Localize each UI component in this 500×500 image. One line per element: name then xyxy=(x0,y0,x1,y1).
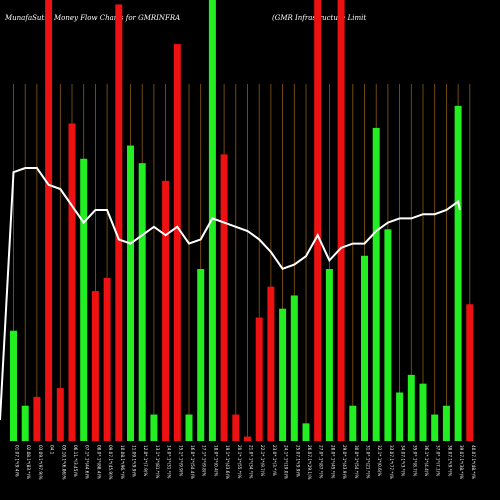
x-tick-label: 01.07.1*(9.4)% xyxy=(15,445,20,477)
x-tick-label: 38.07.1*(9.*)% xyxy=(447,445,452,476)
bar xyxy=(419,383,427,441)
x-tick-label: 03.09.1*(97.9)% xyxy=(38,445,43,480)
bar xyxy=(314,0,322,441)
bar xyxy=(454,105,462,441)
bar xyxy=(279,308,287,441)
bar xyxy=(45,0,53,441)
x-tick-label: 24.1*.1*(19.0)% xyxy=(284,445,289,479)
bar xyxy=(302,423,310,441)
bar xyxy=(466,304,474,441)
x-tick-label: 06.11.*(3.45)% xyxy=(73,445,78,477)
x-tick-label: 07.1*.1*(44.6)% xyxy=(85,445,90,479)
bar xyxy=(185,414,193,441)
bar xyxy=(127,145,134,441)
bar xyxy=(103,277,111,441)
bar xyxy=(162,180,170,441)
x-tick-label: 18.0*.1*(0.4)% xyxy=(213,445,218,476)
x-tick-label: 17.1*.1*(9.8)% xyxy=(202,445,207,476)
bar xyxy=(372,127,380,441)
bar xyxy=(91,291,99,441)
x-tick-label: 27.0*.1*(87.*)% xyxy=(319,445,324,479)
bar xyxy=(197,269,205,441)
x-tick-label: 08.0*.1*(88.4)% xyxy=(96,445,101,479)
bar xyxy=(173,44,181,441)
x-tick-label: 29.0*.1*(43.9)% xyxy=(342,445,347,479)
bar xyxy=(255,317,263,441)
bar xyxy=(80,158,88,441)
bar xyxy=(115,4,123,441)
x-tick-label: 19.1*.1*(43.6)% xyxy=(225,445,230,479)
bar xyxy=(150,414,158,441)
bar xyxy=(232,414,240,441)
x-tick-label: 28.0*.1*(45.*)% xyxy=(330,445,335,479)
x-tick-label: 15.1*.1*(9.9)% xyxy=(178,445,183,476)
x-tick-label: 33.07.1*(77.*)% xyxy=(389,445,394,479)
bar xyxy=(325,269,333,441)
bar xyxy=(208,0,216,441)
x-tick-label: 02.08.1*(83.*)% xyxy=(26,445,31,479)
x-tick-label: 21.0*.1*(34.*)% xyxy=(249,445,254,479)
bar xyxy=(431,414,439,441)
x-tick-label: 10.08.1*(96.*)% xyxy=(120,445,125,479)
bar xyxy=(220,154,228,441)
bar xyxy=(290,295,298,441)
x-tick-label: 39.07.1*(38.*)% xyxy=(459,445,464,479)
x-tick-label: 13.1*.1*(81.*)% xyxy=(155,445,160,479)
x-tick-label: 26.07.1*(29.1)% xyxy=(307,445,312,480)
bar xyxy=(56,388,64,441)
bar xyxy=(33,396,41,441)
bar xyxy=(349,405,357,441)
x-tick-label: 12.0*.1*(7.9)% xyxy=(143,445,148,476)
bar xyxy=(138,163,146,442)
bar xyxy=(396,392,404,441)
x-tick-label: 14.0*.1*(31.*)% xyxy=(167,445,172,479)
chart-title-left: MunafaSutra Money Flow Charts for GMRINF… xyxy=(5,14,181,22)
x-tick-label: 34.07.1*(3.*)% xyxy=(401,445,406,476)
money-flow-line xyxy=(0,167,461,421)
x-tick-label: 32.1*.1*(0.6)% xyxy=(377,445,382,476)
x-tick-label: 31.0*.1*(21.*)% xyxy=(366,445,371,479)
x-tick-label: 20.1*.1*(55.*)% xyxy=(237,445,242,479)
x-tick-label: 05.10.1*(6.86)% xyxy=(61,445,66,480)
x-tick-label: 37.0*.1*(7.1)% xyxy=(436,445,441,476)
x-tick-label: 36.1*.1*(4.4)% xyxy=(424,445,429,476)
bar xyxy=(407,374,415,441)
x-tick-label: 35.0*.1*(8.7)% xyxy=(412,445,417,476)
bar xyxy=(10,330,17,441)
x-tick-label: 22.1*.1*(9.7)% xyxy=(260,445,265,476)
x-tick-label: 25.07.1*(9.9)% xyxy=(295,445,300,477)
bar xyxy=(244,436,251,441)
bar xyxy=(68,123,76,441)
bar xyxy=(442,405,450,441)
bar xyxy=(361,255,368,441)
bar xyxy=(337,0,345,441)
x-tick-label: 40.07.1*(48.*)% xyxy=(471,445,476,479)
x-tick-label: 09.07.1*(45.9)% xyxy=(108,445,113,480)
bar xyxy=(21,405,29,441)
bar xyxy=(267,286,275,441)
x-tick-label: 23.0*.1*(3.*)% xyxy=(272,445,277,476)
x-tick-label: 11.09.1*(9.9)% xyxy=(132,445,137,477)
x-tick-label: 16.0*.1*(54.4)% xyxy=(190,445,195,479)
x-tick-label: 04.1 xyxy=(50,445,55,455)
x-tick-label: 30.0*.1*(54.*)% xyxy=(354,445,359,479)
bar xyxy=(384,229,392,441)
